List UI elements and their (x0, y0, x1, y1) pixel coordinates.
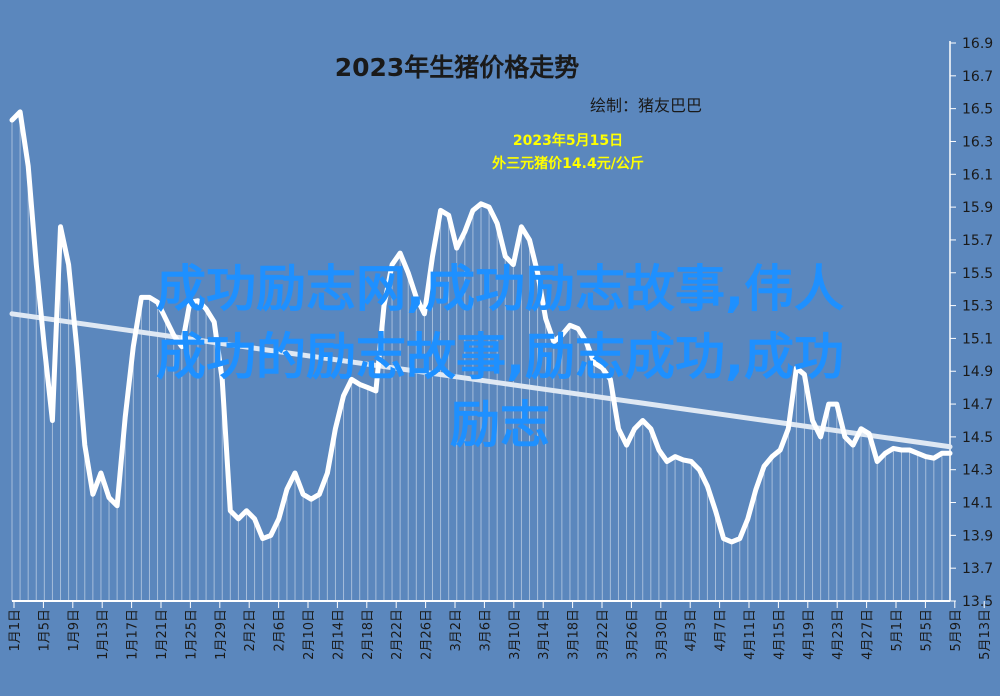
y-tick-label: 13.5 (962, 594, 993, 610)
x-tick-label: 4月15日 (772, 609, 787, 660)
series (9, 109, 953, 545)
x-tick-label: 5月13日 (978, 609, 993, 660)
x-tick-label: 1月21日 (155, 609, 170, 660)
x-tick-label: 3月22日 (596, 609, 611, 660)
x-tick-label: 3月2日 (449, 609, 464, 652)
x-tick-label: 4月11日 (743, 609, 758, 660)
y-tick-label: 15.7 (962, 233, 993, 249)
y-tick-label: 14.1 (962, 496, 993, 512)
x-tick-label: 3月6日 (478, 609, 493, 652)
x-tick-label: 2月10日 (302, 609, 317, 660)
x-tick-label: 3月14日 (537, 609, 552, 660)
y-tick-label: 16.7 (962, 69, 993, 85)
x-tick-label: 1月17日 (126, 609, 141, 660)
x-tick-label: 3月10日 (508, 609, 523, 660)
y-tick-label: 14.3 (962, 463, 993, 479)
y-tick-label: 15.3 (962, 299, 993, 315)
trendline (9, 311, 953, 450)
x-axis-ticks: 1月1日 1月5日 1月9日 1月13日 1月17日 1月21日 1月25日 1月29日 2月2… (8, 601, 993, 660)
x-tick-label: 2月18日 (361, 609, 376, 660)
y-tick-label: 14.5 (962, 430, 993, 446)
x-tick-label: 1月25日 (184, 609, 199, 660)
y-tick-label: 15.1 (962, 331, 993, 347)
chart-subtitle: 绘制：猪友巴巴 (590, 96, 702, 115)
x-tick-label: 5月1日 (890, 609, 905, 652)
x-tick-label: 2月2日 (243, 609, 258, 652)
x-tick-label: 4月23日 (831, 609, 846, 660)
y-tick-label: 13.7 (962, 561, 993, 577)
x-tick-label: 4月3日 (684, 609, 699, 652)
overlay-line-3: 励志 (450, 396, 550, 454)
trend-line (9, 311, 953, 450)
y-tick-label: 13.9 (962, 528, 993, 544)
x-tick-label: 1月13日 (96, 609, 111, 660)
annotation-date: 2023年5月15日 (513, 132, 623, 149)
overlay-line-1: 成功励志网,成功励志故事,伟人 (156, 260, 844, 318)
x-tick-label: 4月27日 (861, 609, 876, 660)
y-axis-ticks: 16.9 16.7 16.5 16.3 16.1 15.9 15.7 15.5 15.3 15.1… (950, 36, 993, 610)
x-tick-label: 3月30日 (655, 609, 670, 660)
axes (12, 41, 951, 602)
x-tick-label: 1月5日 (37, 609, 52, 652)
x-tick-label: 3月18日 (567, 609, 582, 660)
y-tick-label: 15.5 (962, 266, 993, 282)
x-tick-label: 3月26日 (625, 609, 640, 660)
drop-lines (11, 111, 951, 601)
y-tick-label: 16.9 (962, 36, 993, 52)
y-tick-label: 15.9 (962, 200, 993, 216)
x-tick-label: 2月26日 (420, 609, 435, 660)
y-tick-label: 14.7 (962, 397, 993, 413)
overlay-line-2: 成功的励志故事,励志成功,成功 (156, 328, 844, 386)
x-tick-label: 5月5日 (919, 609, 934, 652)
annotation-text: 外三元猪价14.4元/公斤 (492, 155, 644, 172)
y-tick-label: 16.3 (962, 134, 993, 150)
y-tick-label: 14.9 (962, 364, 993, 380)
x-tick-label: 2月6日 (273, 609, 288, 652)
chart-title: 2023年生猪价格走势 (335, 53, 580, 82)
y-tick-label: 16.5 (962, 102, 993, 118)
x-tick-label: 1月1日 (8, 609, 23, 652)
x-tick-label: 5月9日 (949, 609, 964, 652)
x-tick-label: 1月9日 (67, 609, 82, 652)
x-tick-label: 2月14日 (331, 609, 346, 660)
x-tick-label: 4月19日 (802, 609, 817, 660)
x-tick-label: 1月29日 (214, 609, 229, 660)
price-series-line (9, 109, 953, 545)
x-tick-label: 4月7日 (714, 609, 729, 652)
y-tick-label: 16.1 (962, 167, 993, 183)
x-tick-label: 2月22日 (390, 609, 405, 660)
